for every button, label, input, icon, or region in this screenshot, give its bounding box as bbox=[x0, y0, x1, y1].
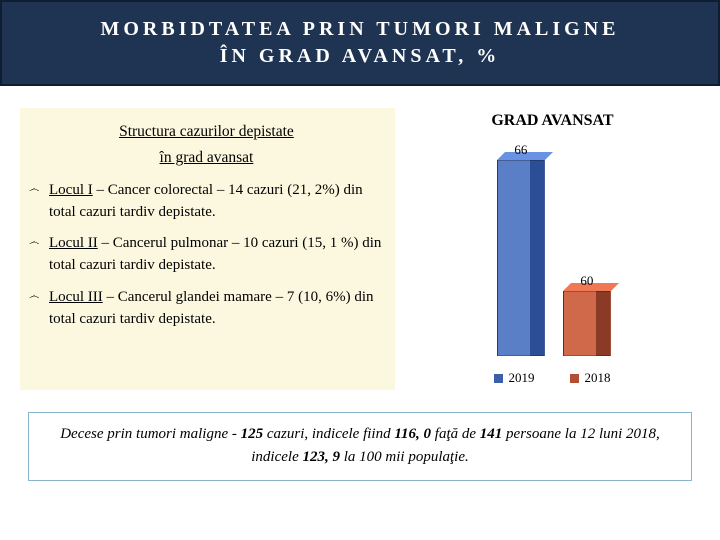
legend-label: 2019 bbox=[508, 370, 534, 386]
chart-bar: 66 bbox=[497, 160, 545, 356]
rank: Locul II bbox=[49, 235, 98, 251]
bar-chart: 66 60 bbox=[409, 136, 696, 356]
legend-item: 2018 bbox=[570, 370, 610, 386]
left-panel: Structura cazurilor depistate în grad av… bbox=[20, 108, 395, 390]
chart-legend: 2019 2018 bbox=[409, 370, 696, 386]
list-item: Locul I – Cancer colorectal – 14 cazuri … bbox=[29, 180, 386, 224]
left-heading-1: Structura cazurilor depistate bbox=[27, 121, 386, 143]
footer-text: la 100 mii populaţie. bbox=[340, 449, 469, 465]
chart-panel: GRAD AVANSAT 66 60 2019 2018 bbox=[401, 108, 700, 390]
footer-bold: 123, 9 bbox=[302, 449, 340, 465]
footer-text: cazuri, indicele fiind bbox=[263, 426, 394, 442]
footer-bold: 116, 0 bbox=[394, 426, 431, 442]
legend-swatch bbox=[570, 374, 579, 383]
footer-bold: 125 bbox=[241, 426, 264, 442]
footer-note: Decese prin tumori maligne - 125 cazuri,… bbox=[28, 412, 692, 481]
chart-title: GRAD AVANSAT bbox=[409, 112, 696, 130]
legend-swatch bbox=[494, 374, 503, 383]
footer-text: faţă de bbox=[431, 426, 480, 442]
bullet-list: Locul I – Cancer colorectal – 14 cazuri … bbox=[27, 180, 386, 331]
rest: – Cancerul pulmonar – 10 cazuri (15, 1 %… bbox=[49, 235, 381, 273]
rest: – Cancer colorectal – 14 cazuri (21, 2%)… bbox=[49, 182, 363, 220]
title-line1: MORBIDTATEA PRIN TUMORI MALIGNE bbox=[100, 18, 619, 40]
page-title: MORBIDTATEA PRIN TUMORI MALIGNE ÎN GRAD … bbox=[0, 0, 720, 86]
rank: Locul I bbox=[49, 182, 93, 198]
left-heading-2: în grad avansat bbox=[27, 147, 386, 169]
footer-text: Decese prin tumori maligne - bbox=[60, 426, 240, 442]
legend-item: 2019 bbox=[494, 370, 534, 386]
list-item: Locul III – Cancerul glandei mamare – 7 … bbox=[29, 287, 386, 331]
bar-value-label: 66 bbox=[497, 142, 545, 158]
chart-bar: 60 bbox=[563, 291, 611, 356]
legend-label: 2018 bbox=[584, 370, 610, 386]
bar-value-label: 60 bbox=[563, 273, 611, 289]
main-content: Structura cazurilor depistate în grad av… bbox=[0, 86, 720, 398]
list-item: Locul II – Cancerul pulmonar – 10 cazuri… bbox=[29, 233, 386, 277]
rank: Locul III bbox=[49, 289, 103, 305]
footer-bold: 141 bbox=[480, 426, 503, 442]
title-line2: ÎN GRAD AVANSAT, % bbox=[220, 45, 501, 67]
